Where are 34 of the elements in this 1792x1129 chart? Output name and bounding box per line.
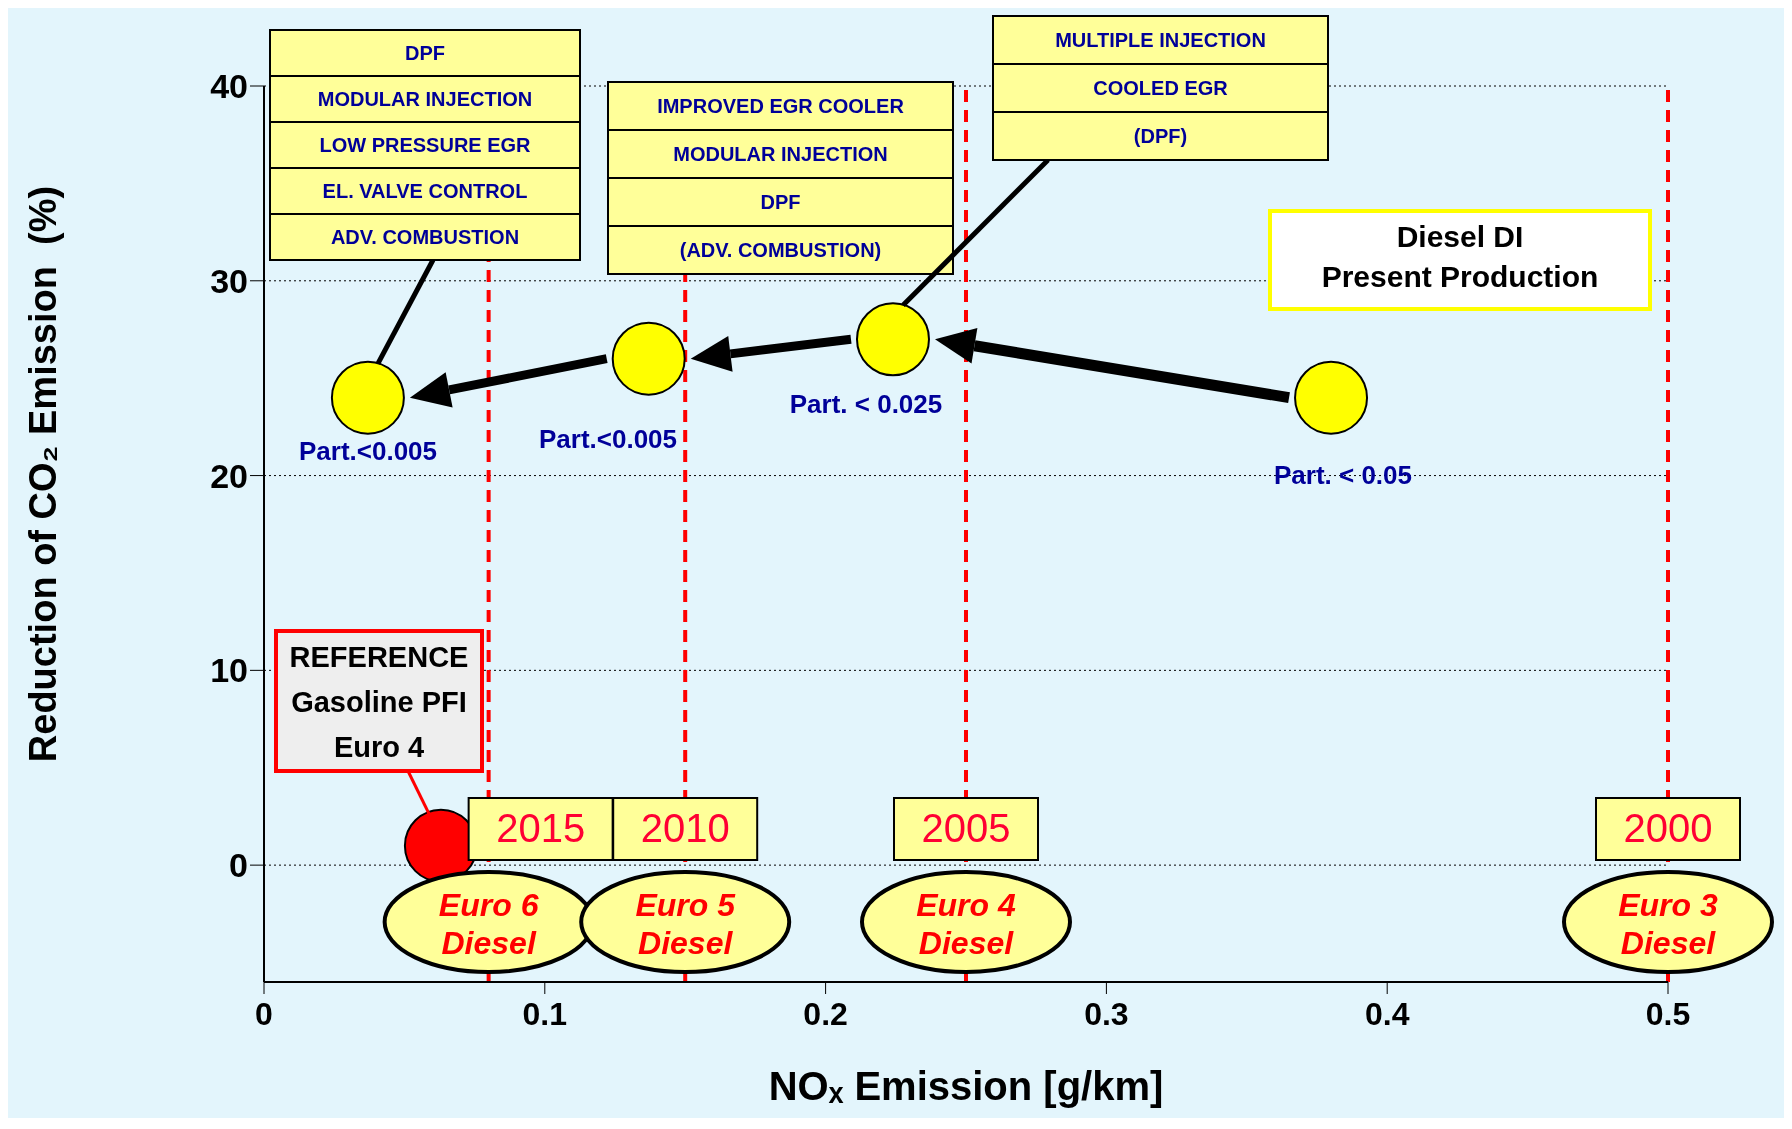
annotation: 2005	[921, 806, 1011, 850]
annotation: Euro 6 Diesel	[438, 887, 539, 961]
y-tick-label: 30	[210, 261, 248, 300]
point	[330, 360, 405, 435]
y-tick-label: 10	[210, 651, 248, 690]
point	[1294, 360, 1369, 435]
x-tick-label: 0.3	[1084, 995, 1129, 1032]
annotation: 2010	[640, 806, 730, 850]
x-tick-label: 0	[255, 995, 273, 1032]
text-table: IMPROVED EGR COOLER MODULAR INJECTION DPF (ADV. COMBUSTION)	[607, 81, 954, 275]
point	[855, 302, 930, 377]
x-tick-label: 0.1	[522, 995, 568, 1032]
annotation: Part.<0.005	[538, 424, 678, 454]
y-tick-label: 20	[210, 456, 248, 495]
x-axis-title: NOₓ Emission [g/km]	[768, 1064, 1164, 1108]
annotation: 2015	[496, 806, 586, 850]
x-tick-label: 0.5	[1645, 995, 1691, 1032]
annotation: 2000	[1623, 806, 1713, 850]
annotation: Diesel DI Present Production	[1321, 220, 1599, 293]
annotation: Euro 5 Diesel	[635, 887, 737, 961]
y-axis-title: Reduction of CO₂ Emission (%)	[22, 185, 64, 763]
annotation: Part. < 0.05	[1273, 460, 1413, 490]
annotation: REFERENCE Gasoline PFI Euro 4	[289, 641, 469, 763]
text-table: DPF MODULAR INJECTION LOW PRESSURE EGR EL. VALVE CONTROL ADV. COMBUSTION	[269, 29, 581, 261]
point	[611, 321, 686, 396]
annotation: Euro 3 Diesel	[1618, 887, 1718, 961]
x-tick-label: 0.2	[803, 995, 848, 1032]
annotation: Euro 4 Diesel	[916, 887, 1016, 961]
text-table: MULTIPLE INJECTION COOLED EGR (DPF)	[992, 15, 1329, 161]
x-tick-label: 0.4	[1364, 995, 1410, 1032]
annotation: Part. < 0.025	[789, 389, 943, 419]
y-tick-label: 0	[229, 846, 248, 885]
y-tick-label: 40	[210, 67, 248, 106]
annotation: Part.<0.005	[298, 436, 438, 466]
